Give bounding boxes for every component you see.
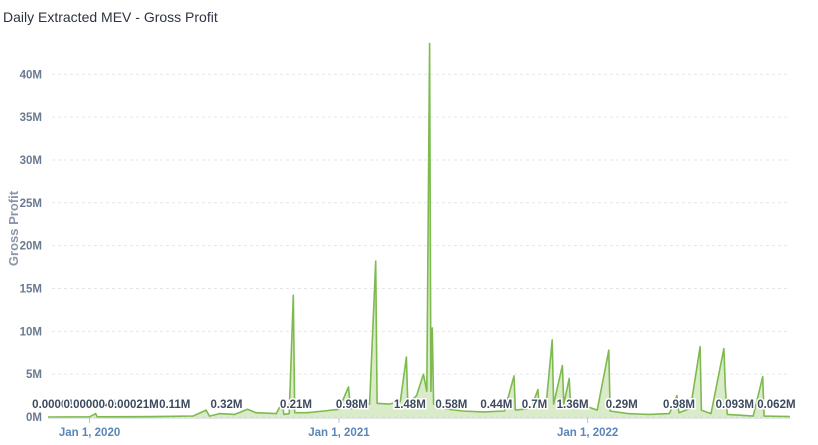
grid-lines	[52, 73, 790, 418]
series-area	[48, 43, 790, 418]
data-label: 0.21M	[280, 399, 312, 411]
data-label: 0.000004M	[64, 399, 122, 411]
y-tick-label: 15M	[20, 283, 42, 295]
x-axis-ticks: Jan 1, 2020 Jan 1, 2021 Jan 1, 2022	[59, 418, 618, 439]
data-label: 0.32M	[211, 399, 243, 411]
x-tick-label: Jan 1, 2021	[308, 427, 370, 439]
data-label: 0.062M	[757, 399, 795, 411]
y-axis-label: Gross Profit	[6, 190, 21, 266]
y-tick-label: 5M	[26, 369, 42, 381]
data-label: 0.98M	[663, 399, 695, 411]
chart-title: Daily Extracted MEV - Gross Profit	[3, 9, 218, 25]
y-tick-label: 35M	[20, 112, 42, 124]
data-label: 0.29M	[606, 399, 638, 411]
data-label: 1.48M	[394, 399, 426, 411]
y-axis-ticks: 0M 5M 10M 15M 20M 25M 30M 35M 40M	[20, 69, 42, 424]
data-label: 0.093M	[716, 399, 754, 411]
data-label: 0.000012M	[32, 399, 90, 411]
data-label: 0.58M	[435, 399, 467, 411]
y-tick-label: 0M	[26, 412, 42, 424]
y-tick-label: 30M	[20, 155, 42, 167]
series-line	[47, 42, 791, 418]
data-label: 0.11M	[159, 399, 190, 411]
data-label: 0.44M	[480, 399, 512, 411]
data-label: 0.7M	[522, 399, 548, 411]
data-label: 0.98M	[336, 399, 368, 411]
y-tick-label: 25M	[20, 198, 42, 210]
y-tick-label: 20M	[20, 241, 42, 253]
x-tick-label: Jan 1, 2022	[557, 427, 618, 439]
data-label: 0.00021M	[108, 399, 159, 411]
y-tick-label: 40M	[20, 69, 42, 81]
x-tick-label: Jan 1, 2020	[59, 427, 120, 439]
data-label: 1.36M	[557, 399, 589, 411]
y-tick-label: 10M	[20, 326, 42, 338]
